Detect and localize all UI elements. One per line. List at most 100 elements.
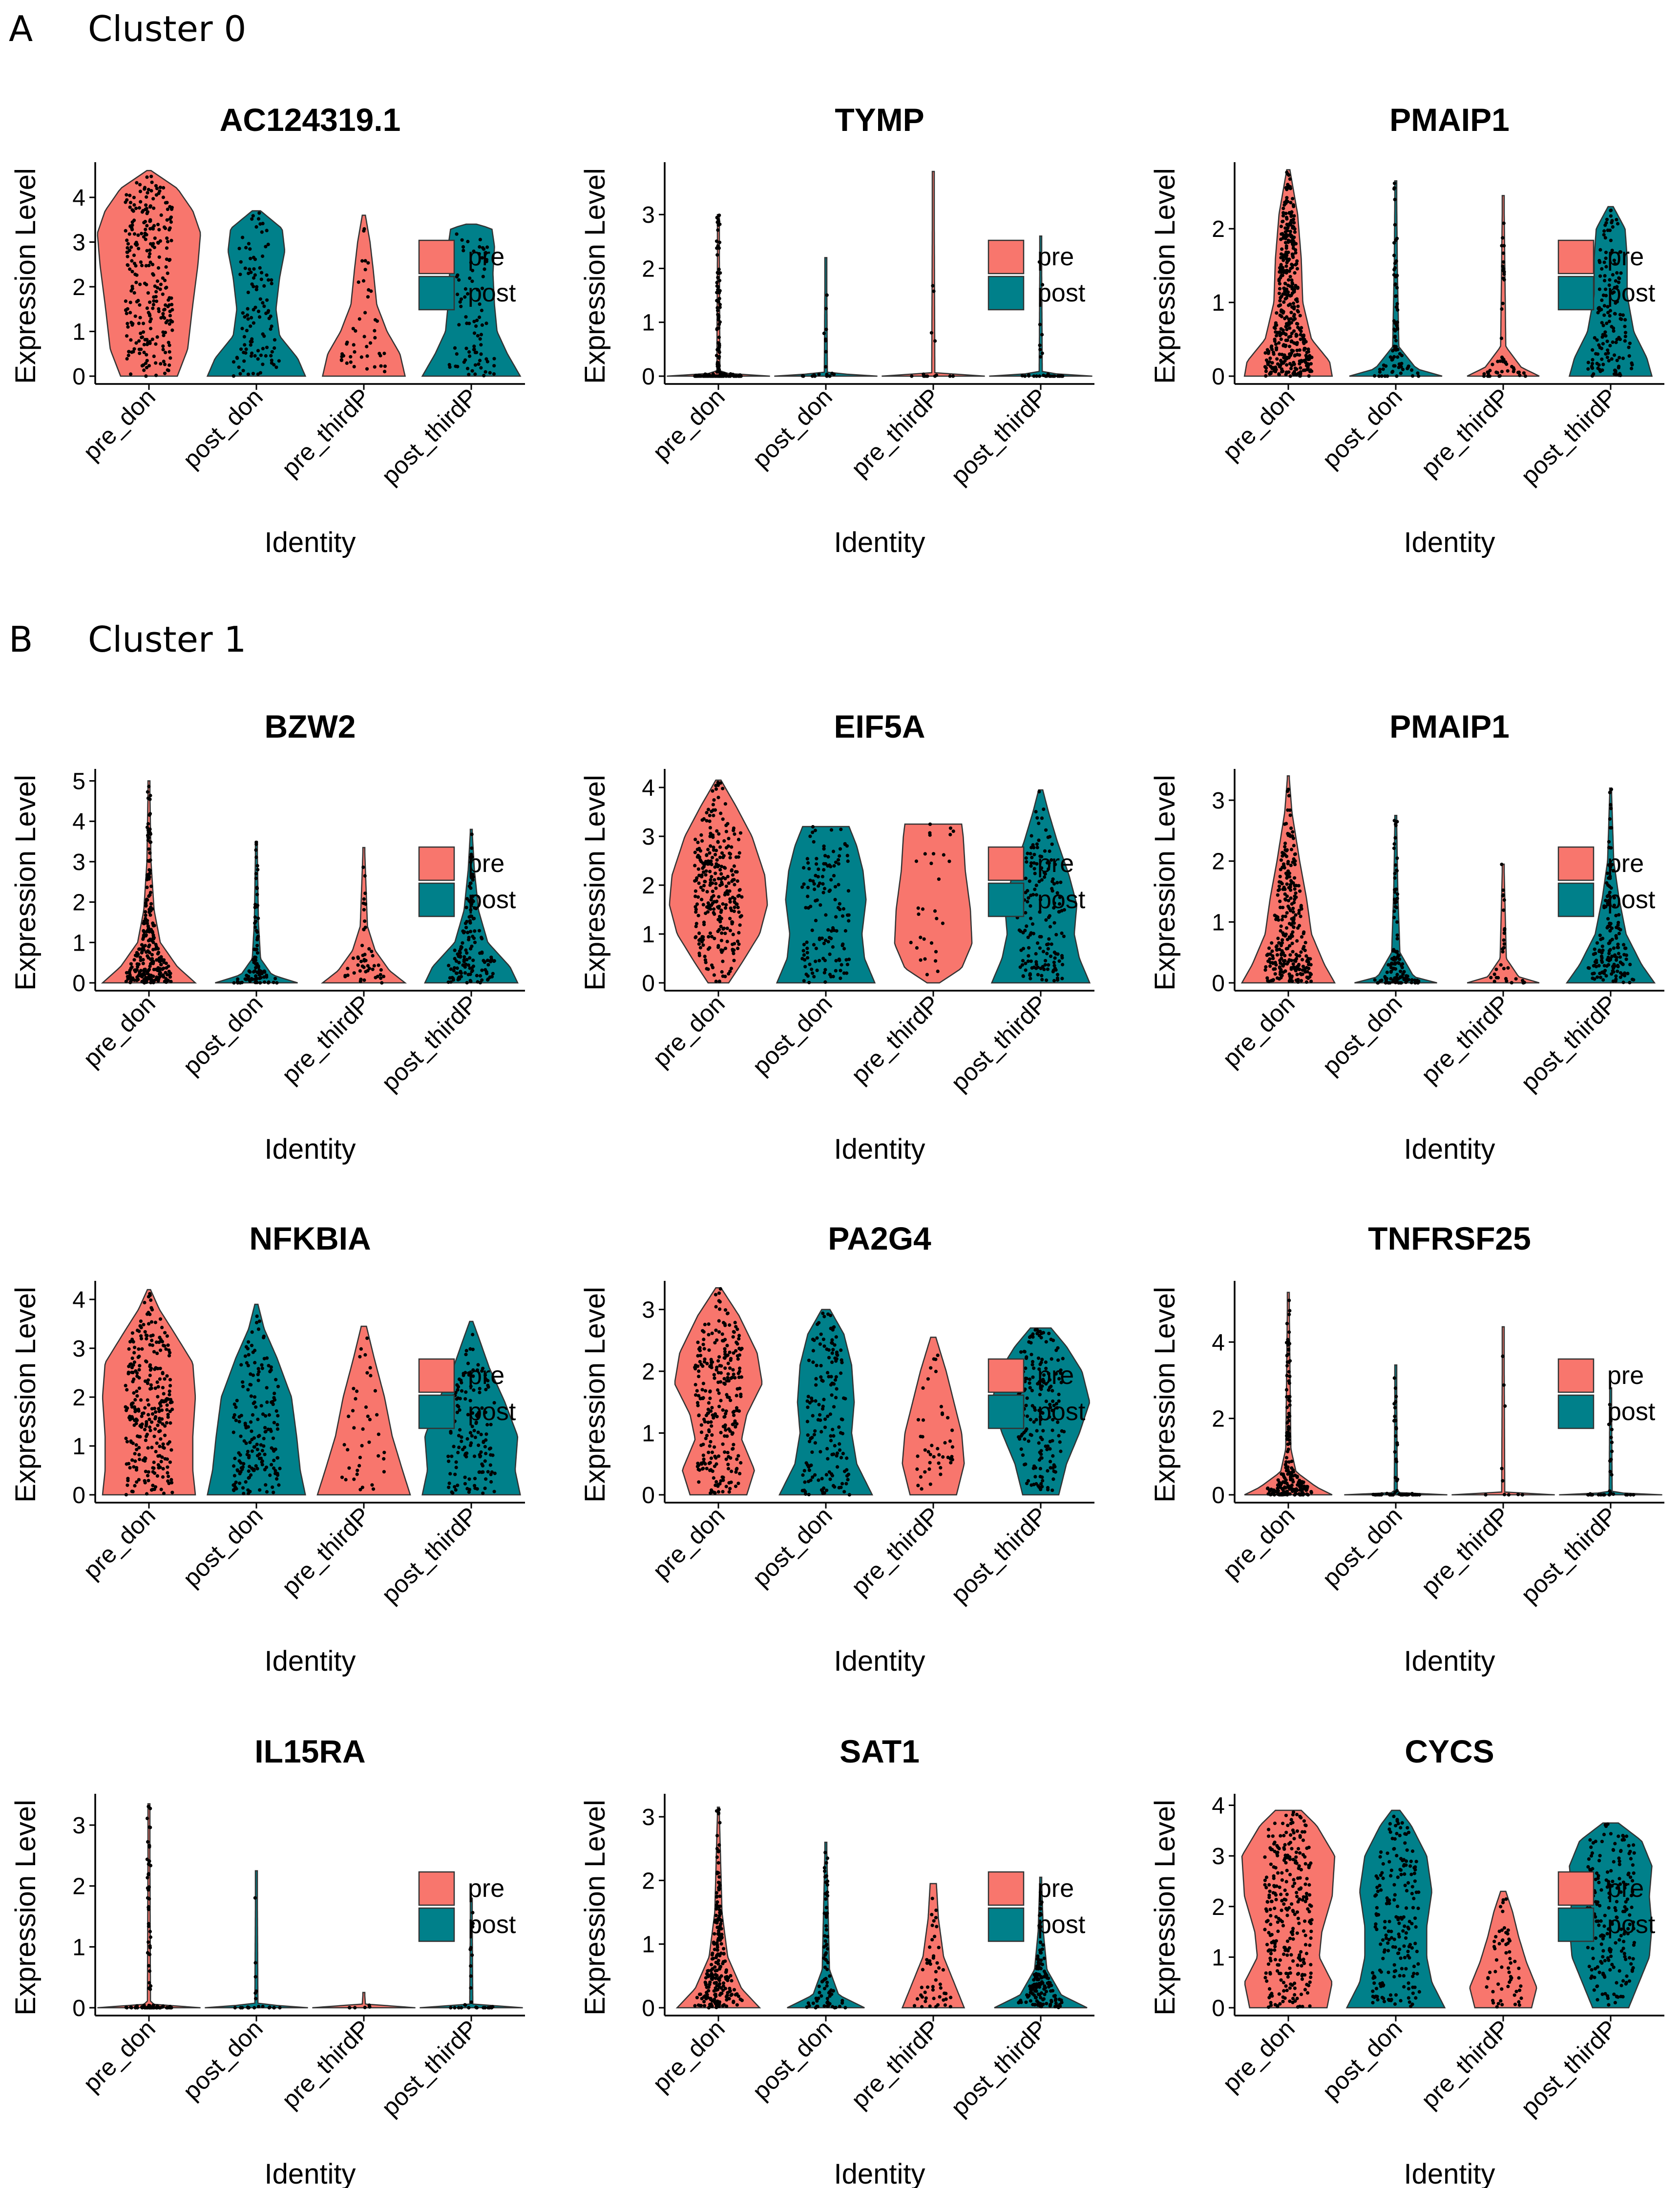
data-point	[1612, 329, 1616, 333]
data-point	[1280, 949, 1284, 953]
data-point	[468, 972, 472, 977]
data-point	[447, 963, 451, 968]
data-point	[1308, 369, 1312, 373]
data-point	[826, 928, 830, 932]
data-point	[1060, 931, 1064, 935]
data-point	[1057, 1399, 1061, 1403]
data-point	[1057, 1392, 1061, 1397]
legend-swatch-post	[987, 882, 1025, 917]
x-tick-label: pre_don	[78, 990, 160, 1072]
data-point	[719, 811, 723, 815]
data-point	[916, 906, 920, 910]
data-point	[709, 859, 713, 863]
data-point	[818, 958, 821, 963]
data-point	[469, 260, 473, 265]
data-point	[1410, 374, 1415, 378]
data-point	[238, 273, 242, 276]
data-point	[124, 200, 127, 204]
data-point	[814, 873, 818, 877]
data-point	[1287, 317, 1291, 321]
data-point	[716, 795, 720, 800]
data-point	[1606, 956, 1610, 959]
data-point	[1282, 300, 1286, 304]
data-point	[253, 1348, 257, 1353]
data-point	[132, 1360, 136, 1364]
data-point	[453, 1472, 457, 1476]
data-point	[478, 245, 482, 249]
data-point	[233, 1485, 237, 1489]
data-point	[1614, 279, 1617, 283]
data-point	[1055, 891, 1059, 895]
data-point	[1278, 287, 1282, 291]
data-point	[736, 1482, 740, 1486]
data-point	[263, 1426, 267, 1430]
data-point	[832, 1382, 836, 1386]
data-point	[1300, 1482, 1303, 1486]
data-point	[1040, 977, 1044, 981]
data-point	[239, 347, 243, 351]
data-point	[243, 1354, 247, 1358]
data-point	[256, 1418, 260, 1422]
data-point	[453, 956, 457, 960]
data-point	[250, 1330, 254, 1334]
data-point	[1266, 1487, 1270, 1490]
data-point	[362, 908, 366, 912]
data-point	[1286, 787, 1290, 791]
data-point	[845, 962, 849, 966]
data-point	[277, 1483, 281, 1487]
data-point	[383, 370, 387, 374]
data-point	[145, 1432, 149, 1436]
data-point	[349, 360, 353, 364]
data-point	[1293, 230, 1297, 234]
data-point	[149, 189, 153, 193]
data-point	[163, 331, 168, 335]
data-point	[718, 1307, 722, 1311]
data-point	[1286, 808, 1290, 812]
data-point	[463, 971, 467, 975]
data-point	[1032, 867, 1036, 871]
data-point	[716, 223, 720, 227]
data-point	[159, 282, 163, 286]
y-axis-label: Expression Level	[1149, 775, 1181, 991]
data-point	[157, 307, 161, 311]
data-point	[718, 370, 722, 375]
x-tick-label: post_don	[747, 383, 838, 473]
x-tick-label: post_don	[1317, 990, 1407, 1080]
data-point	[126, 242, 130, 246]
data-point	[168, 350, 171, 354]
data-point	[456, 1450, 460, 1455]
data-point	[1608, 948, 1612, 952]
data-point	[715, 280, 719, 285]
violin-pre_thirdP	[1467, 863, 1540, 984]
data-point	[1600, 944, 1604, 948]
data-point	[808, 1440, 812, 1444]
data-point	[150, 953, 154, 956]
data-point	[1059, 1371, 1063, 1375]
data-point	[714, 787, 718, 791]
data-point	[166, 1397, 170, 1401]
data-point	[715, 1415, 719, 1419]
data-point	[1610, 325, 1614, 329]
data-point	[462, 1373, 465, 1377]
data-point	[128, 224, 132, 228]
data-point	[130, 287, 134, 291]
data-point	[163, 1344, 167, 1348]
data-point	[483, 960, 487, 964]
data-point	[352, 343, 356, 347]
data-point	[146, 1474, 150, 1478]
data-point	[941, 1455, 945, 1459]
data-point	[1592, 971, 1596, 976]
data-point	[133, 1452, 137, 1456]
data-point	[740, 895, 744, 899]
data-point	[1593, 336, 1596, 340]
data-point	[1605, 871, 1610, 875]
data-point	[695, 848, 699, 851]
data-point	[1386, 963, 1390, 967]
data-point	[150, 338, 154, 341]
data-point	[1047, 867, 1050, 871]
data-point	[910, 374, 914, 378]
data-point	[814, 959, 818, 963]
data-point	[1502, 359, 1506, 363]
data-point	[834, 959, 838, 963]
data-point	[469, 860, 473, 864]
